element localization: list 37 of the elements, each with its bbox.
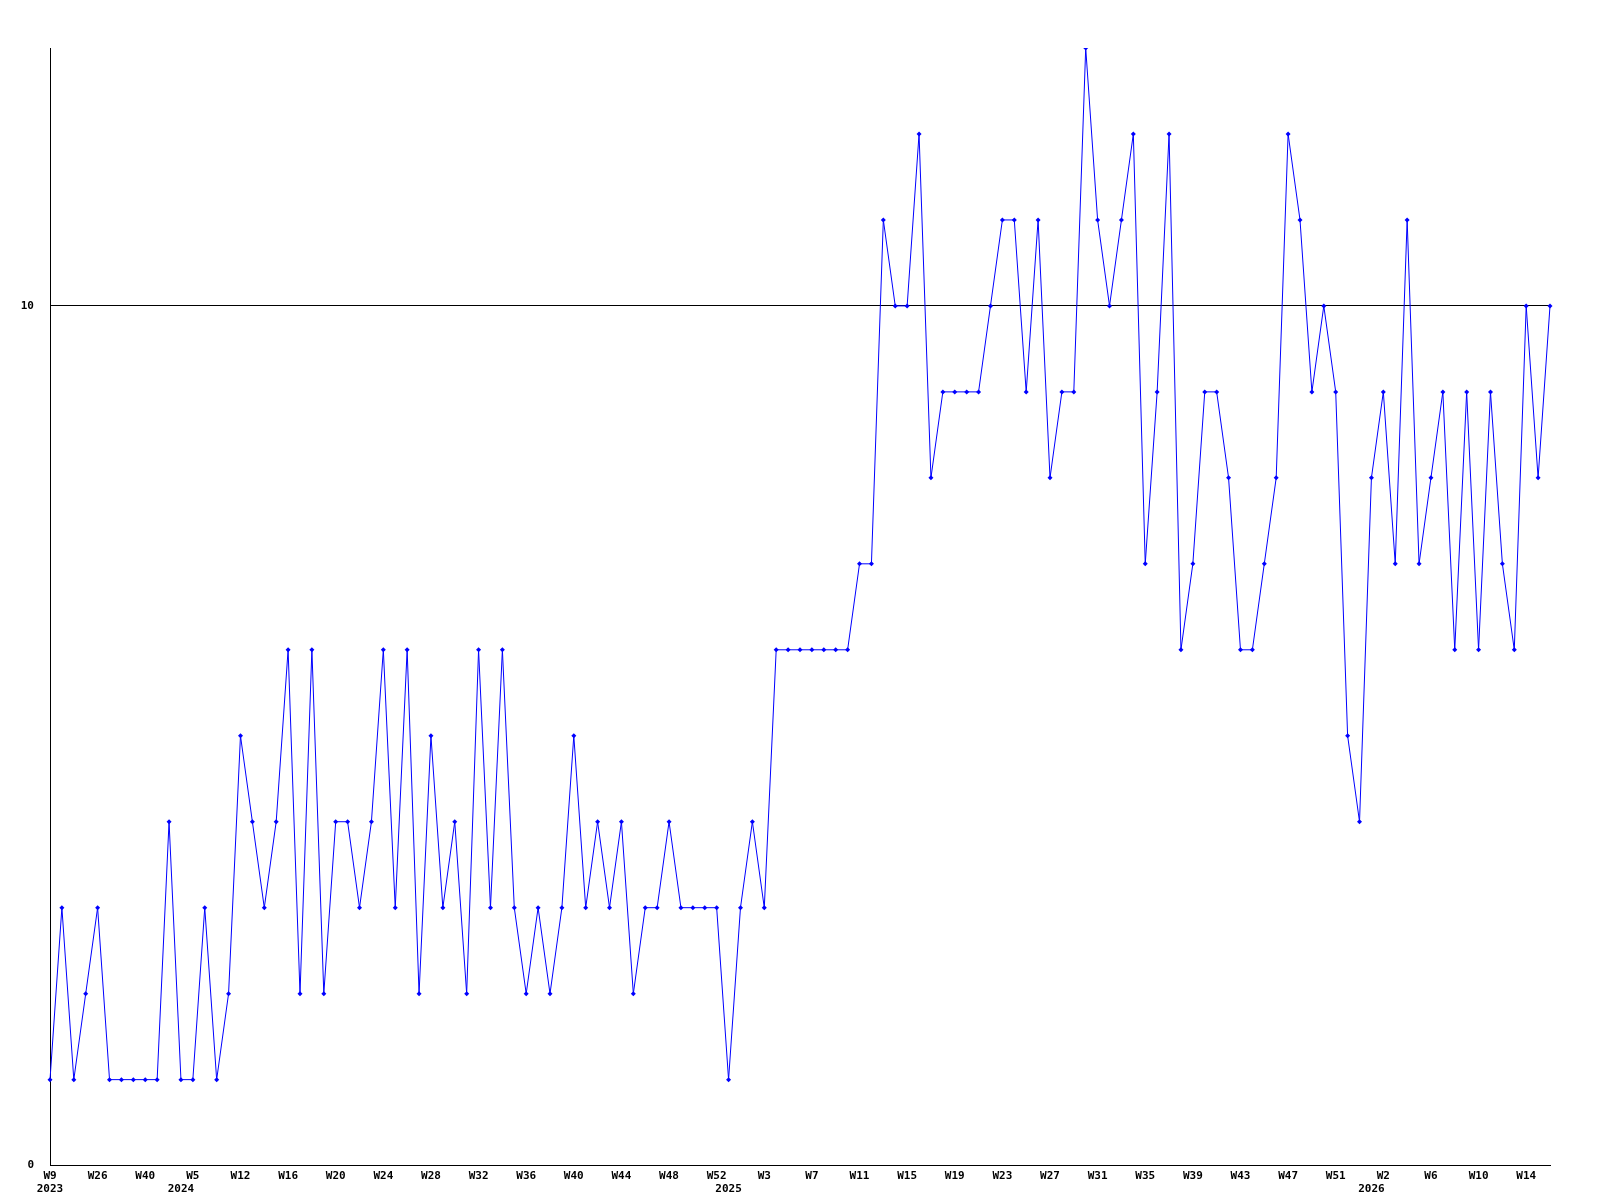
x-tick-label: W2	[1376, 1169, 1390, 1183]
x-tick-label: W3	[757, 1169, 771, 1183]
y-tick-label: 10	[20, 298, 34, 312]
x-tick-label: W36	[516, 1169, 537, 1183]
x-tick-label: W47	[1278, 1169, 1299, 1183]
x-tick-label: W6	[1424, 1169, 1438, 1183]
x-tick-label: W28	[421, 1169, 441, 1183]
x-tick-label: W20	[325, 1169, 346, 1183]
x-tick-label: W14	[1516, 1169, 1537, 1183]
x-tick-label: W24	[373, 1169, 394, 1183]
x-tick-label: W32	[468, 1169, 489, 1183]
x-tick-label: W43	[1230, 1169, 1251, 1183]
x-tick-label: 2026	[1358, 1182, 1386, 1196]
x-tick-label: 2025	[715, 1182, 742, 1196]
x-tick-label: W44	[611, 1169, 632, 1183]
x-tick-label: W39	[1182, 1169, 1203, 1183]
x-tick-label: W7	[805, 1169, 819, 1183]
x-tick-label: W10	[1468, 1169, 1489, 1183]
x-tick-label: W23	[992, 1169, 1013, 1183]
x-tick-label: W19	[944, 1169, 965, 1183]
x-tick-label: W27	[1040, 1169, 1060, 1183]
x-tick-label: W12	[230, 1169, 251, 1183]
x-tick-label: W40	[135, 1169, 156, 1183]
x-tick-label: W9 2023	[36, 1169, 64, 1196]
x-tick-label: W5	[186, 1169, 200, 1183]
x-tick-label: W15	[897, 1169, 918, 1183]
x-tick-label: W11	[849, 1169, 870, 1183]
x-tick-label: W40	[563, 1169, 584, 1183]
x-tick-label: W51	[1325, 1169, 1347, 1183]
x-tick-label: W31	[1087, 1169, 1108, 1183]
x-tick-label: 2024	[167, 1182, 195, 1196]
x-tick-label: W35	[1135, 1169, 1156, 1183]
x-tick-label: W16	[278, 1169, 299, 1183]
x-tick-label: W26	[87, 1169, 108, 1183]
x-tick-label: W48	[659, 1169, 679, 1183]
y-tick-label: 0	[27, 1158, 34, 1172]
x-tick-label: W52	[706, 1169, 727, 1183]
